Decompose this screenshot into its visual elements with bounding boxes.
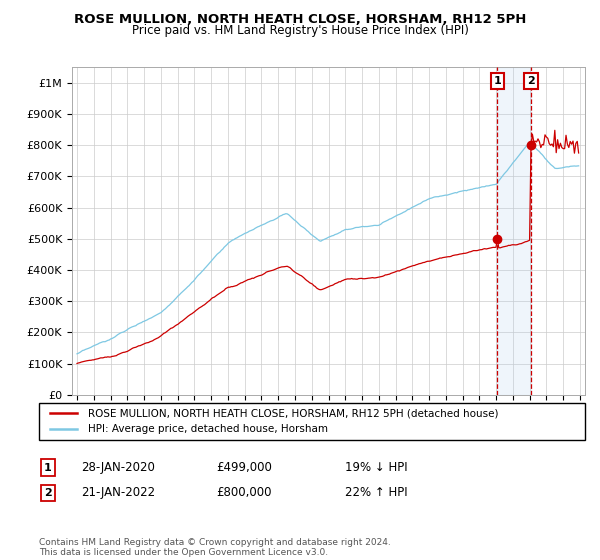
Text: 2: 2 [44,488,52,498]
Text: 21-JAN-2022: 21-JAN-2022 [81,486,155,500]
Text: HPI: Average price, detached house, Horsham: HPI: Average price, detached house, Hors… [88,424,328,435]
Text: 19% ↓ HPI: 19% ↓ HPI [345,461,407,474]
Text: 28-JAN-2020: 28-JAN-2020 [81,461,155,474]
Text: ROSE MULLION, NORTH HEATH CLOSE, HORSHAM, RH12 5PH: ROSE MULLION, NORTH HEATH CLOSE, HORSHAM… [74,13,526,26]
Text: 1: 1 [44,463,52,473]
Text: Price paid vs. HM Land Registry's House Price Index (HPI): Price paid vs. HM Land Registry's House … [131,24,469,38]
Text: Contains HM Land Registry data © Crown copyright and database right 2024.
This d: Contains HM Land Registry data © Crown c… [39,538,391,557]
Text: 1: 1 [494,76,502,86]
Bar [497,67,531,395]
Text: ROSE MULLION, NORTH HEATH CLOSE, HORSHAM, RH12 5PH (detached house): ROSE MULLION, NORTH HEATH CLOSE, HORSHAM… [88,408,499,418]
Text: 2: 2 [527,76,535,86]
Text: 22% ↑ HPI: 22% ↑ HPI [345,486,407,500]
Text: £800,000: £800,000 [216,486,271,500]
Text: £499,000: £499,000 [216,461,272,474]
